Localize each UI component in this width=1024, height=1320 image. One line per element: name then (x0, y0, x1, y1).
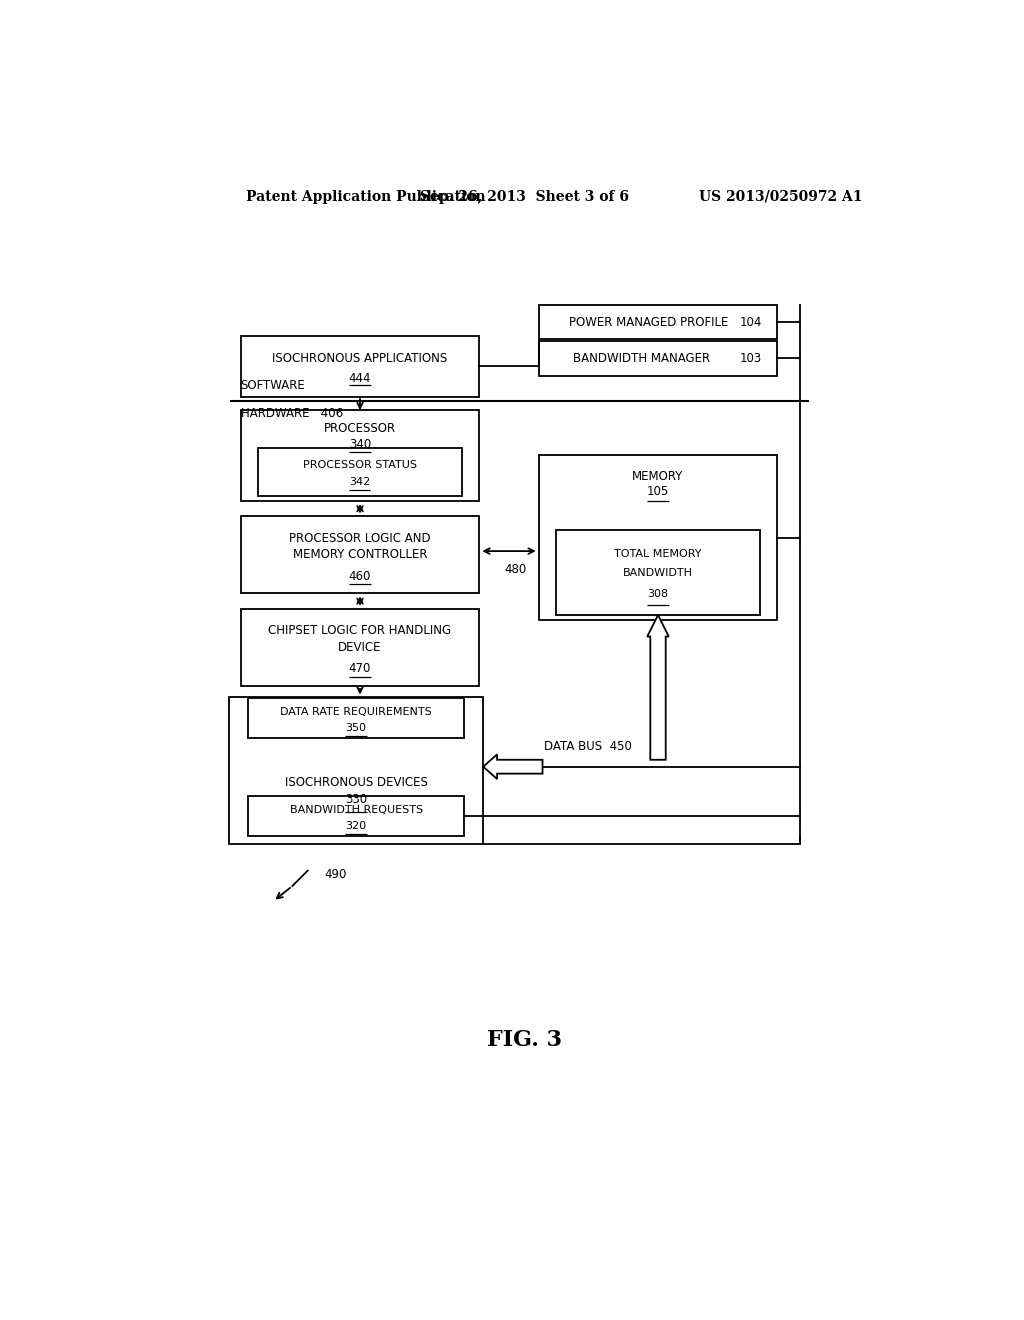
Text: 103: 103 (740, 351, 762, 364)
Text: SOFTWARE: SOFTWARE (241, 379, 305, 392)
Text: ISOCHRONOUS DEVICES: ISOCHRONOUS DEVICES (285, 776, 428, 789)
Text: 460: 460 (349, 570, 372, 583)
Bar (249, 796, 464, 836)
Text: 490: 490 (325, 869, 347, 880)
Polygon shape (647, 615, 669, 760)
Text: BANDWIDTH: BANDWIDTH (623, 568, 693, 578)
Text: US 2013/0250972 A1: US 2013/0250972 A1 (698, 190, 862, 203)
Text: BANDWIDTH REQUESTS: BANDWIDTH REQUESTS (290, 805, 423, 814)
Bar (241, 411, 479, 502)
Text: PROCESSOR LOGIC AND: PROCESSOR LOGIC AND (289, 532, 431, 545)
Polygon shape (483, 755, 543, 779)
Text: MEMORY CONTROLLER: MEMORY CONTROLLER (293, 548, 427, 561)
Text: HARDWARE   406: HARDWARE 406 (241, 407, 343, 420)
Text: 308: 308 (647, 589, 669, 599)
Text: 320: 320 (346, 821, 367, 832)
Text: 105: 105 (647, 484, 669, 498)
Text: 470: 470 (349, 663, 372, 676)
Text: BANDWIDTH MANAGER: BANDWIDTH MANAGER (572, 351, 710, 364)
Text: DATA BUS  450: DATA BUS 450 (544, 739, 632, 752)
Bar (249, 698, 464, 738)
Bar (258, 447, 462, 496)
Bar (241, 516, 479, 594)
Text: 104: 104 (740, 315, 762, 329)
Bar (229, 697, 483, 843)
Text: Patent Application Publication: Patent Application Publication (246, 190, 485, 203)
Text: 342: 342 (349, 478, 371, 487)
Bar (241, 609, 479, 686)
Text: 340: 340 (349, 438, 371, 451)
Text: PROCESSOR: PROCESSOR (324, 422, 396, 434)
Text: TOTAL MEMORY: TOTAL MEMORY (614, 549, 701, 560)
Text: CHIPSET LOGIC FOR HANDLING: CHIPSET LOGIC FOR HANDLING (268, 624, 452, 638)
Text: Sep. 26, 2013  Sheet 3 of 6: Sep. 26, 2013 Sheet 3 of 6 (420, 190, 630, 203)
Text: MEMORY: MEMORY (633, 470, 684, 483)
Text: ISOCHRONOUS APPLICATIONS: ISOCHRONOUS APPLICATIONS (272, 352, 447, 366)
Text: 350: 350 (346, 723, 367, 733)
Bar (556, 531, 760, 615)
Bar (539, 305, 777, 339)
Text: DEVICE: DEVICE (338, 640, 382, 653)
Text: FIG. 3: FIG. 3 (487, 1030, 562, 1051)
Text: 480: 480 (505, 562, 526, 576)
Text: PROCESSOR STATUS: PROCESSOR STATUS (303, 459, 417, 470)
Text: 444: 444 (349, 372, 372, 385)
Bar (539, 455, 777, 620)
Bar (241, 335, 479, 397)
Text: POWER MANAGED PROFILE: POWER MANAGED PROFILE (568, 315, 728, 329)
Bar (539, 341, 777, 376)
Text: 330: 330 (345, 793, 368, 807)
Text: DATA RATE REQUIREMENTS: DATA RATE REQUIREMENTS (281, 708, 432, 717)
